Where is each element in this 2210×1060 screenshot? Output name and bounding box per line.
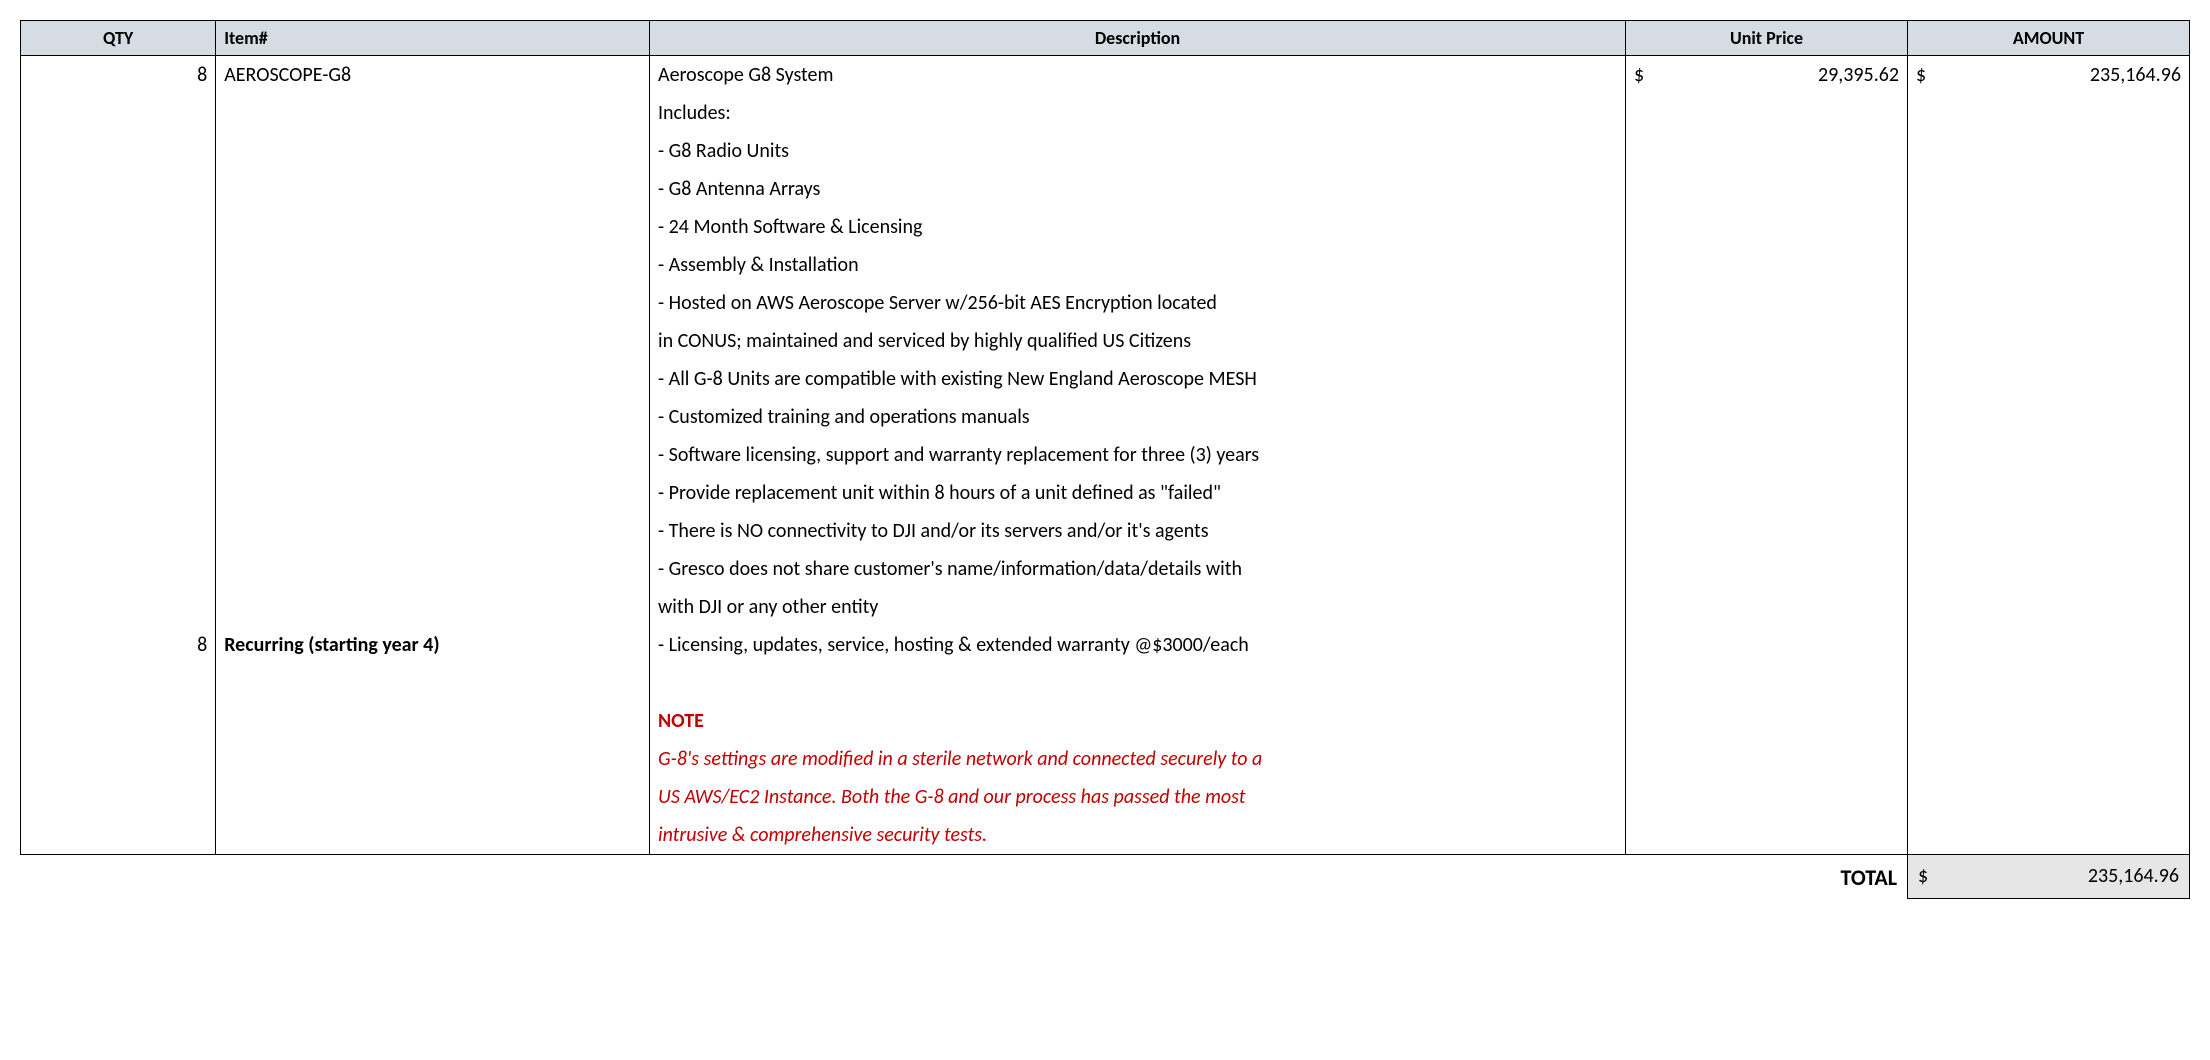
desc-line: - 24 Month Software & Licensing	[650, 208, 1626, 246]
desc-line: - Licensing, updates, service, hosting &…	[650, 626, 1626, 664]
note-row: G-8's settings are modified in a sterile…	[21, 740, 2190, 778]
header-row: QTY Item# Description Unit Price AMOUNT	[21, 21, 2190, 56]
note-row: intrusive & comprehensive security tests…	[21, 816, 2190, 855]
desc-line: - Gresco does not share customer's name/…	[650, 550, 1626, 588]
header-qty: QTY	[21, 21, 216, 56]
header-item: Item#	[216, 21, 650, 56]
total-row: TOTAL $ 235,164.96	[21, 855, 2190, 899]
cell-desc: Aeroscope G8 System	[650, 56, 1626, 95]
desc-line: Includes:	[650, 94, 1626, 132]
header-unit-price: Unit Price	[1626, 21, 1908, 56]
desc-line: - Hosted on AWS Aeroscope Server w/256-b…	[650, 284, 1626, 322]
total-amount: $ 235,164.96	[1908, 855, 2190, 899]
note-title: NOTE	[650, 702, 1626, 740]
cell-qty: 8	[21, 56, 216, 95]
total-currency: $	[1918, 861, 1928, 891]
note-row: US AWS/EC2 Instance. Both the G-8 and ou…	[21, 778, 2190, 816]
desc-line: - Assembly & Installation	[650, 246, 1626, 284]
amount-currency: $	[1916, 60, 1926, 90]
note-title-row: NOTE	[21, 702, 2190, 740]
cell-amount: $ 235,164.96	[1908, 56, 2190, 95]
quote-table: QTY Item# Description Unit Price AMOUNT …	[20, 20, 2190, 899]
note-line: intrusive & comprehensive security tests…	[650, 816, 1626, 855]
cell-item: AEROSCOPE-G8	[216, 56, 650, 95]
desc-row: in CONUS; maintained and serviced by hig…	[21, 322, 2190, 360]
desc-line: with DJI or any other entity	[650, 588, 1626, 626]
desc-line: - There is NO connectivity to DJI and/or…	[650, 512, 1626, 550]
cell-unit-price: $ 29,395.62	[1626, 56, 1908, 95]
desc-row: - Assembly & Installation	[21, 246, 2190, 284]
desc-line: - Software licensing, support and warran…	[650, 436, 1626, 474]
desc-row: - There is NO connectivity to DJI and/or…	[21, 512, 2190, 550]
desc-row: - Customized training and operations man…	[21, 398, 2190, 436]
desc-line: - All G-8 Units are compatible with exis…	[650, 360, 1626, 398]
note-line: US AWS/EC2 Instance. Both the G-8 and ou…	[650, 778, 1626, 816]
desc-line: - Provide replacement unit within 8 hour…	[650, 474, 1626, 512]
desc-row: - Provide replacement unit within 8 hour…	[21, 474, 2190, 512]
desc-row: Includes:	[21, 94, 2190, 132]
recurring-row: 8 Recurring (starting year 4) - Licensin…	[21, 626, 2190, 664]
total-label: TOTAL	[1626, 855, 1908, 899]
unit-currency: $	[1634, 60, 1644, 90]
spacer-row	[21, 664, 2190, 702]
desc-line: in CONUS; maintained and serviced by hig…	[650, 322, 1626, 360]
desc-row: - Hosted on AWS Aeroscope Server w/256-b…	[21, 284, 2190, 322]
desc-line: - G8 Radio Units	[650, 132, 1626, 170]
desc-row: - Software licensing, support and warran…	[21, 436, 2190, 474]
desc-row: - G8 Radio Units	[21, 132, 2190, 170]
total-value: 235,164.96	[1918, 861, 2179, 891]
recurring-item: Recurring (starting year 4)	[216, 626, 650, 664]
desc-row: - 24 Month Software & Licensing	[21, 208, 2190, 246]
desc-line: - Customized training and operations man…	[650, 398, 1626, 436]
desc-row: - All G-8 Units are compatible with exis…	[21, 360, 2190, 398]
desc-row: - G8 Antenna Arrays	[21, 170, 2190, 208]
unit-value: 29,395.62	[1634, 60, 1899, 90]
desc-row: with DJI or any other entity	[21, 588, 2190, 626]
note-line: G-8's settings are modified in a sterile…	[650, 740, 1626, 778]
header-amount: AMOUNT	[1908, 21, 2190, 56]
recurring-qty: 8	[21, 626, 216, 664]
line-item-row: 8 AEROSCOPE-G8 Aeroscope G8 System $ 29,…	[21, 56, 2190, 95]
desc-line: - G8 Antenna Arrays	[650, 170, 1626, 208]
header-description: Description	[650, 21, 1626, 56]
amount-value: 235,164.96	[1916, 60, 2181, 90]
desc-row: - Gresco does not share customer's name/…	[21, 550, 2190, 588]
